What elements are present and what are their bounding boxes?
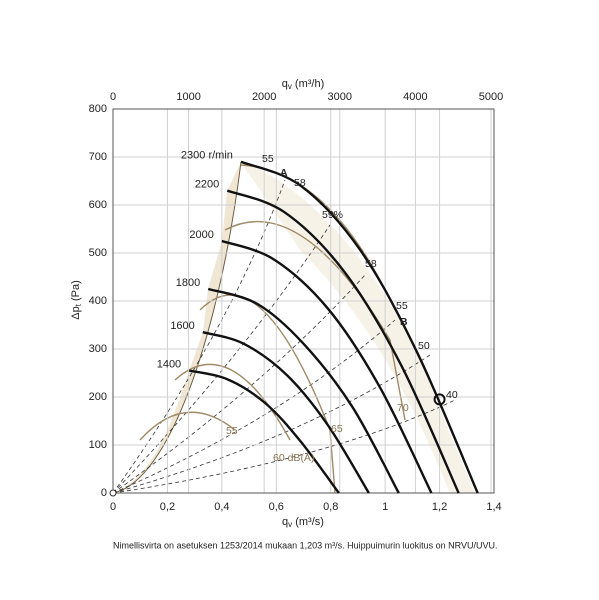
x2-tick-label: 0: [110, 91, 116, 103]
origin-dot: [109, 489, 117, 497]
shade-left: [113, 162, 241, 493]
x2-tick-label: 3000: [328, 91, 352, 103]
annotation: 70: [397, 402, 409, 414]
x-tick-label: 0,6: [269, 501, 284, 513]
y-tick-label: 100: [89, 439, 107, 451]
y-tick-label: 0: [101, 487, 107, 499]
annotation: 58: [294, 177, 306, 189]
annotation: 55: [226, 425, 238, 437]
y-tick-label: 300: [89, 343, 107, 355]
speed-curve: [188, 369, 340, 494]
plot-frame: [112, 108, 495, 494]
x2-axis-label: qv (m³/h): [282, 78, 325, 91]
series-label: 1400: [157, 359, 181, 371]
x-tick-label: 0: [110, 501, 116, 513]
operating-point: [433, 393, 446, 406]
sound-curve: [139, 411, 236, 441]
x2-tick-label: 1000: [176, 91, 200, 103]
annotation: 59%: [322, 209, 343, 221]
marks: 2300 r/min 2200 2000 1800 1600 1400: [109, 150, 479, 497]
speed-curve: [226, 189, 460, 494]
x-tick-label: 1,4: [486, 501, 501, 513]
series-label: 1600: [170, 320, 194, 332]
annotation: 40: [446, 389, 458, 401]
y-tick-label: 500: [89, 247, 107, 259]
x-tick-label: 0,8: [323, 501, 338, 513]
x-tick-label: 0,4: [214, 501, 229, 513]
series-label: 2200: [195, 179, 219, 191]
envelope: [112, 161, 242, 494]
sound-curve: [199, 294, 336, 494]
annotation: 50: [418, 340, 430, 352]
series-label: 2000: [189, 229, 213, 241]
footnote: Nimellisvirta on asetuksen 1253/2014 muk…: [113, 540, 498, 550]
eff-line: [112, 224, 331, 494]
annotation: B: [400, 316, 408, 328]
x-tick-label: 1,2: [432, 501, 447, 513]
annotation: 55: [262, 153, 274, 165]
annotation: A: [280, 167, 288, 179]
x2-tick-label: 5000: [479, 91, 503, 103]
speed-curve: [207, 287, 400, 494]
annotation: 58: [365, 258, 377, 270]
eff-line: [112, 354, 431, 494]
shade-right: [241, 162, 475, 493]
y-tick-label: 200: [89, 391, 107, 403]
series-label: 2300 r/min: [181, 150, 233, 162]
y-tick-label: 400: [89, 295, 107, 307]
x-tick-label: 1: [382, 501, 388, 513]
speed-curve: [221, 239, 433, 494]
speed-curve: [202, 331, 370, 494]
y-tick-label: 800: [89, 103, 107, 115]
x-tick-label: 0,2: [160, 501, 175, 513]
eff-line: [112, 399, 456, 494]
eff-line: [112, 179, 286, 494]
annotation: 65: [331, 423, 343, 435]
y-axis-label: Δpt (Pa): [70, 280, 83, 320]
x-axis-label: qv (m³/s): [282, 516, 324, 529]
series-label: 1800: [176, 277, 200, 289]
y-tick-label: 600: [89, 199, 107, 211]
annotation: 60 dB(A): [273, 452, 314, 464]
x2-tick-label: 2000: [252, 91, 276, 103]
annotation: 55: [396, 300, 408, 312]
y-tick-label: 700: [89, 151, 107, 163]
x2-tick-label: 4000: [403, 91, 427, 103]
speed-curve: [240, 160, 479, 494]
